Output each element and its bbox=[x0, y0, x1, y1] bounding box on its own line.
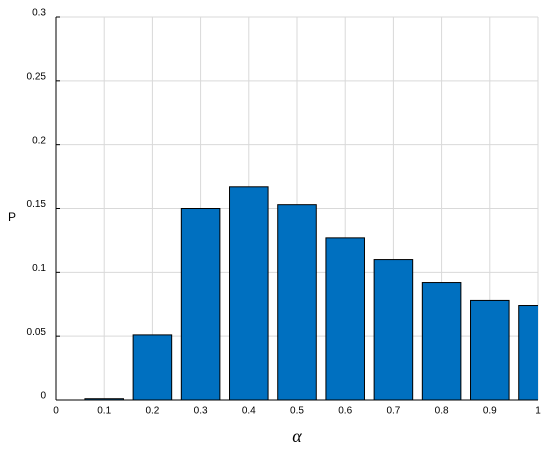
y-tick-label: 0.15 bbox=[27, 199, 47, 210]
y-tick-label: 0.1 bbox=[32, 263, 46, 274]
y-tick-label: 0.3 bbox=[32, 8, 46, 19]
bar bbox=[373, 259, 414, 401]
x-tick-label: 1 bbox=[535, 406, 541, 417]
x-tick-label: 0.7 bbox=[386, 406, 400, 417]
x-tick-label: 0.3 bbox=[194, 406, 208, 417]
y-axis-label: P bbox=[8, 210, 16, 224]
x-tick-label: 0.6 bbox=[338, 406, 352, 417]
bars bbox=[84, 186, 538, 401]
x-tick-label: 0.1 bbox=[97, 406, 111, 417]
bar bbox=[229, 186, 269, 401]
bar bbox=[470, 299, 510, 401]
x-tick-label: 0.5 bbox=[290, 406, 304, 417]
bar bbox=[277, 204, 317, 401]
bar bbox=[325, 237, 365, 401]
y-tick-label: 0.05 bbox=[27, 327, 47, 338]
x-axis-label: α bbox=[292, 426, 302, 446]
y-tick-label: 0 bbox=[40, 391, 46, 402]
bar bbox=[132, 334, 173, 401]
bar bbox=[518, 305, 538, 401]
x-tick-label: 0.4 bbox=[242, 406, 256, 417]
x-tick-label: 0.2 bbox=[145, 406, 159, 417]
x-tick-label: 0 bbox=[53, 406, 59, 417]
x-tick-label: 0.9 bbox=[483, 406, 497, 417]
bar bbox=[421, 282, 462, 401]
y-tick-label: 0.25 bbox=[27, 71, 47, 82]
bar bbox=[180, 208, 221, 401]
x-tick-label: 0.8 bbox=[435, 406, 449, 417]
y-tick-label: 0.2 bbox=[32, 135, 46, 146]
